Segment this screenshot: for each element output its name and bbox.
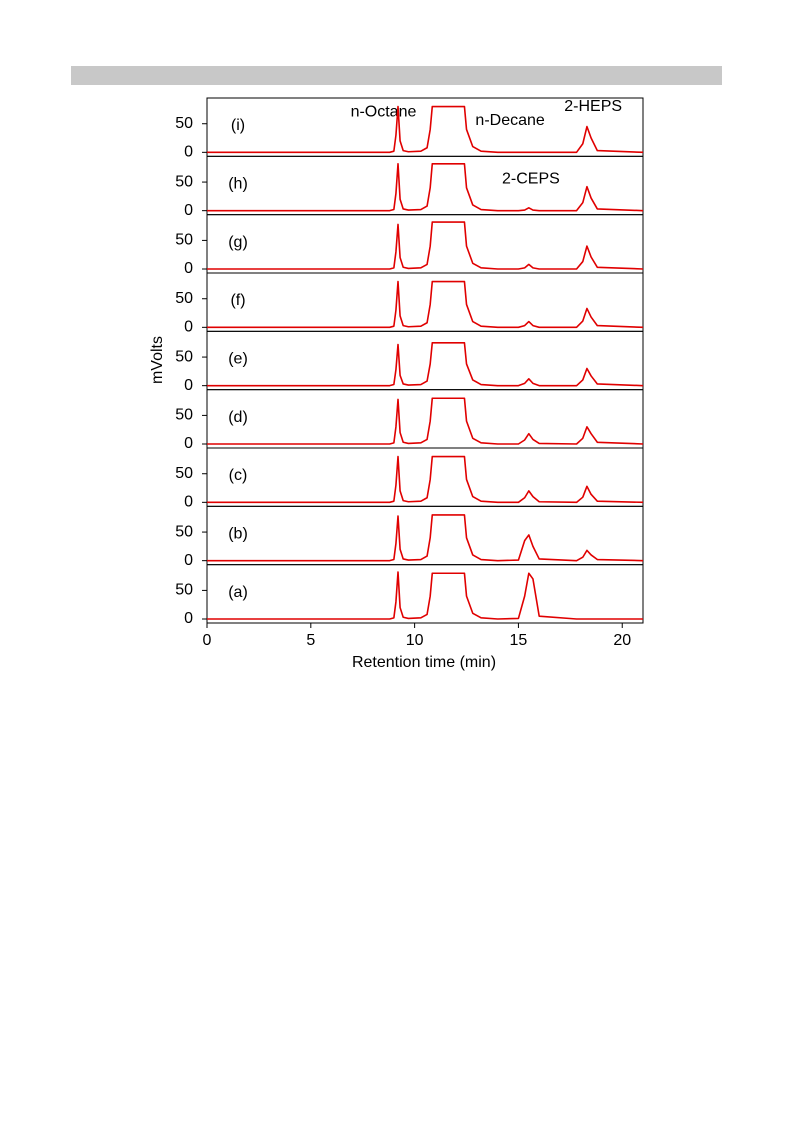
- panel-label: (i): [231, 117, 245, 134]
- x-tick-label: 5: [306, 632, 315, 649]
- chromatogram-line: [207, 162, 644, 212]
- y-tick-label: 50: [175, 232, 193, 249]
- panel-label: (d): [228, 409, 248, 426]
- y-tick-label: 0: [184, 552, 193, 569]
- y-tick-label: 0: [184, 435, 193, 452]
- peak-annotation: n-Decane: [475, 112, 544, 129]
- panel-label: (f): [230, 292, 245, 309]
- chromatogram-line: [207, 514, 644, 562]
- panel-frame: [206, 564, 644, 624]
- y-tick-label: 0: [184, 319, 193, 336]
- x-tick-label: 0: [203, 632, 212, 649]
- chromatogram-line: [207, 571, 643, 620]
- panel-label: (h): [228, 176, 248, 193]
- y-tick-label: 50: [175, 407, 193, 424]
- y-tick-label: 0: [184, 202, 193, 219]
- y-tick-label: 0: [184, 610, 193, 627]
- y-tick-label: 0: [184, 144, 193, 161]
- panel-frame: [206, 505, 644, 566]
- peak-annotation: 2-HEPS: [564, 98, 622, 115]
- peak-annotation: 2-CEPS: [502, 170, 560, 187]
- panel-frame: [206, 330, 644, 391]
- y-tick-label: 0: [184, 377, 193, 394]
- panel-frame: [206, 389, 644, 449]
- y-axis-label: mVolts: [149, 336, 166, 384]
- panel-label: (b): [228, 526, 248, 543]
- chromatogram-line: [207, 280, 644, 329]
- y-tick-label: 50: [175, 465, 193, 482]
- panel-frame: [206, 272, 644, 332]
- chromatogram-line: [207, 455, 644, 504]
- chromatogram-line: [207, 105, 644, 154]
- x-tick-label: 20: [613, 632, 631, 649]
- chromatogram-line: [207, 221, 644, 270]
- y-tick-label: 0: [184, 260, 193, 277]
- panel-label: (a): [228, 584, 248, 601]
- panel-frame: [206, 155, 644, 216]
- y-tick-label: 50: [175, 523, 193, 540]
- chromatogram-line: [207, 341, 644, 387]
- chromatogram-line: [207, 397, 644, 445]
- panel-frame: [206, 214, 644, 274]
- panel-label: (e): [228, 351, 248, 368]
- y-tick-label: 50: [175, 290, 193, 307]
- y-tick-label: 50: [175, 115, 193, 132]
- y-tick-label: 50: [175, 582, 193, 599]
- panel-label: (c): [229, 467, 248, 484]
- peak-annotation: n-Octane: [351, 104, 417, 121]
- x-axis-label: Retention time (min): [352, 654, 496, 671]
- x-tick-label: 10: [406, 632, 424, 649]
- panel-frame: [206, 447, 644, 507]
- y-tick-label: 50: [175, 173, 193, 190]
- y-tick-label: 0: [184, 494, 193, 511]
- x-tick-label: 15: [510, 632, 528, 649]
- header-bar: [71, 66, 722, 85]
- y-tick-label: 50: [175, 348, 193, 365]
- panel-label: (g): [228, 234, 248, 251]
